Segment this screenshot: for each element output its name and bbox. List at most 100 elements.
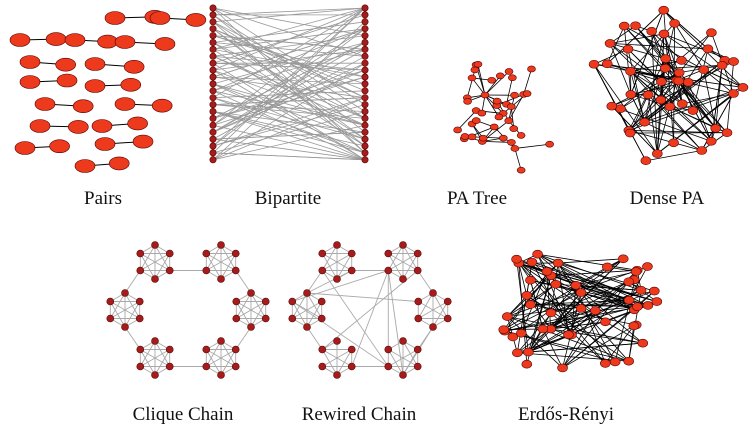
- edge: [292, 301, 389, 367]
- edge: [496, 94, 524, 106]
- node: [646, 26, 657, 36]
- node: [470, 66, 480, 74]
- node: [209, 32, 217, 40]
- node: [361, 18, 369, 26]
- node: [288, 314, 297, 323]
- node: [108, 156, 130, 171]
- edge: [154, 253, 171, 280]
- node: [384, 345, 393, 354]
- edge: [627, 49, 645, 123]
- edge: [507, 316, 643, 344]
- node: [202, 266, 211, 275]
- node: [303, 289, 311, 297]
- edge: [726, 61, 735, 133]
- node: [56, 73, 78, 88]
- node: [658, 5, 670, 15]
- node: [318, 345, 327, 354]
- node: [303, 323, 311, 331]
- node: [521, 291, 533, 300]
- edge: [212, 21, 366, 43]
- node: [660, 54, 671, 64]
- edge: [212, 28, 366, 140]
- edge: [432, 301, 449, 328]
- node: [570, 281, 582, 290]
- node: [651, 297, 663, 306]
- edge: [235, 326, 252, 350]
- edge: [674, 23, 705, 70]
- node: [652, 149, 663, 158]
- node: [602, 262, 613, 272]
- edge: [306, 326, 323, 350]
- edge: [628, 130, 702, 151]
- node: [467, 74, 477, 82]
- edge: [417, 326, 434, 350]
- node: [600, 317, 611, 327]
- node: [361, 73, 369, 81]
- edge: [466, 69, 476, 98]
- node: [510, 145, 520, 152]
- edge: [212, 7, 366, 126]
- node: [209, 59, 217, 67]
- node: [261, 297, 270, 306]
- node: [489, 123, 499, 131]
- edge: [512, 258, 624, 338]
- node: [687, 106, 699, 115]
- node: [165, 345, 174, 354]
- node: [209, 94, 217, 102]
- edge: [557, 262, 655, 292]
- node: [333, 371, 341, 379]
- node: [463, 98, 472, 105]
- edge: [665, 58, 704, 71]
- node: [668, 138, 679, 148]
- node: [347, 345, 356, 354]
- node: [29, 119, 51, 133]
- node: [217, 241, 225, 249]
- edge: [402, 349, 419, 376]
- edge: [647, 94, 658, 154]
- node: [506, 103, 516, 110]
- edge: [387, 244, 404, 271]
- node: [460, 133, 470, 140]
- node: [625, 66, 636, 76]
- edge: [212, 97, 366, 147]
- panel-label: PA Tree: [447, 188, 507, 209]
- edge: [628, 266, 648, 301]
- edge: [212, 42, 366, 85]
- edge: [402, 253, 419, 280]
- node: [557, 363, 568, 373]
- edge: [212, 7, 366, 23]
- node: [507, 332, 519, 342]
- node: [510, 91, 519, 99]
- node: [151, 337, 159, 345]
- edge: [212, 35, 366, 50]
- edge: [542, 281, 629, 330]
- node: [136, 345, 145, 354]
- edge: [506, 77, 513, 105]
- node: [347, 362, 356, 371]
- edge: [550, 281, 629, 314]
- node: [318, 266, 327, 275]
- node: [67, 120, 89, 134]
- node: [563, 330, 574, 340]
- node: [247, 289, 255, 297]
- edge: [528, 312, 552, 353]
- edge: [645, 150, 702, 162]
- node: [120, 78, 142, 92]
- edge: [110, 301, 140, 319]
- node: [710, 123, 721, 133]
- node: [480, 91, 490, 99]
- node: [209, 73, 217, 81]
- edge: [336, 253, 353, 280]
- node: [209, 38, 217, 46]
- node: [721, 128, 733, 138]
- edge: [205, 244, 222, 271]
- node: [630, 267, 642, 276]
- edge: [212, 131, 366, 140]
- node: [19, 55, 41, 69]
- node: [642, 90, 654, 100]
- node: [399, 275, 407, 283]
- node: [209, 18, 217, 26]
- panel-label: Rewired Chain: [302, 404, 417, 425]
- node: [165, 266, 174, 275]
- edge: [575, 285, 606, 364]
